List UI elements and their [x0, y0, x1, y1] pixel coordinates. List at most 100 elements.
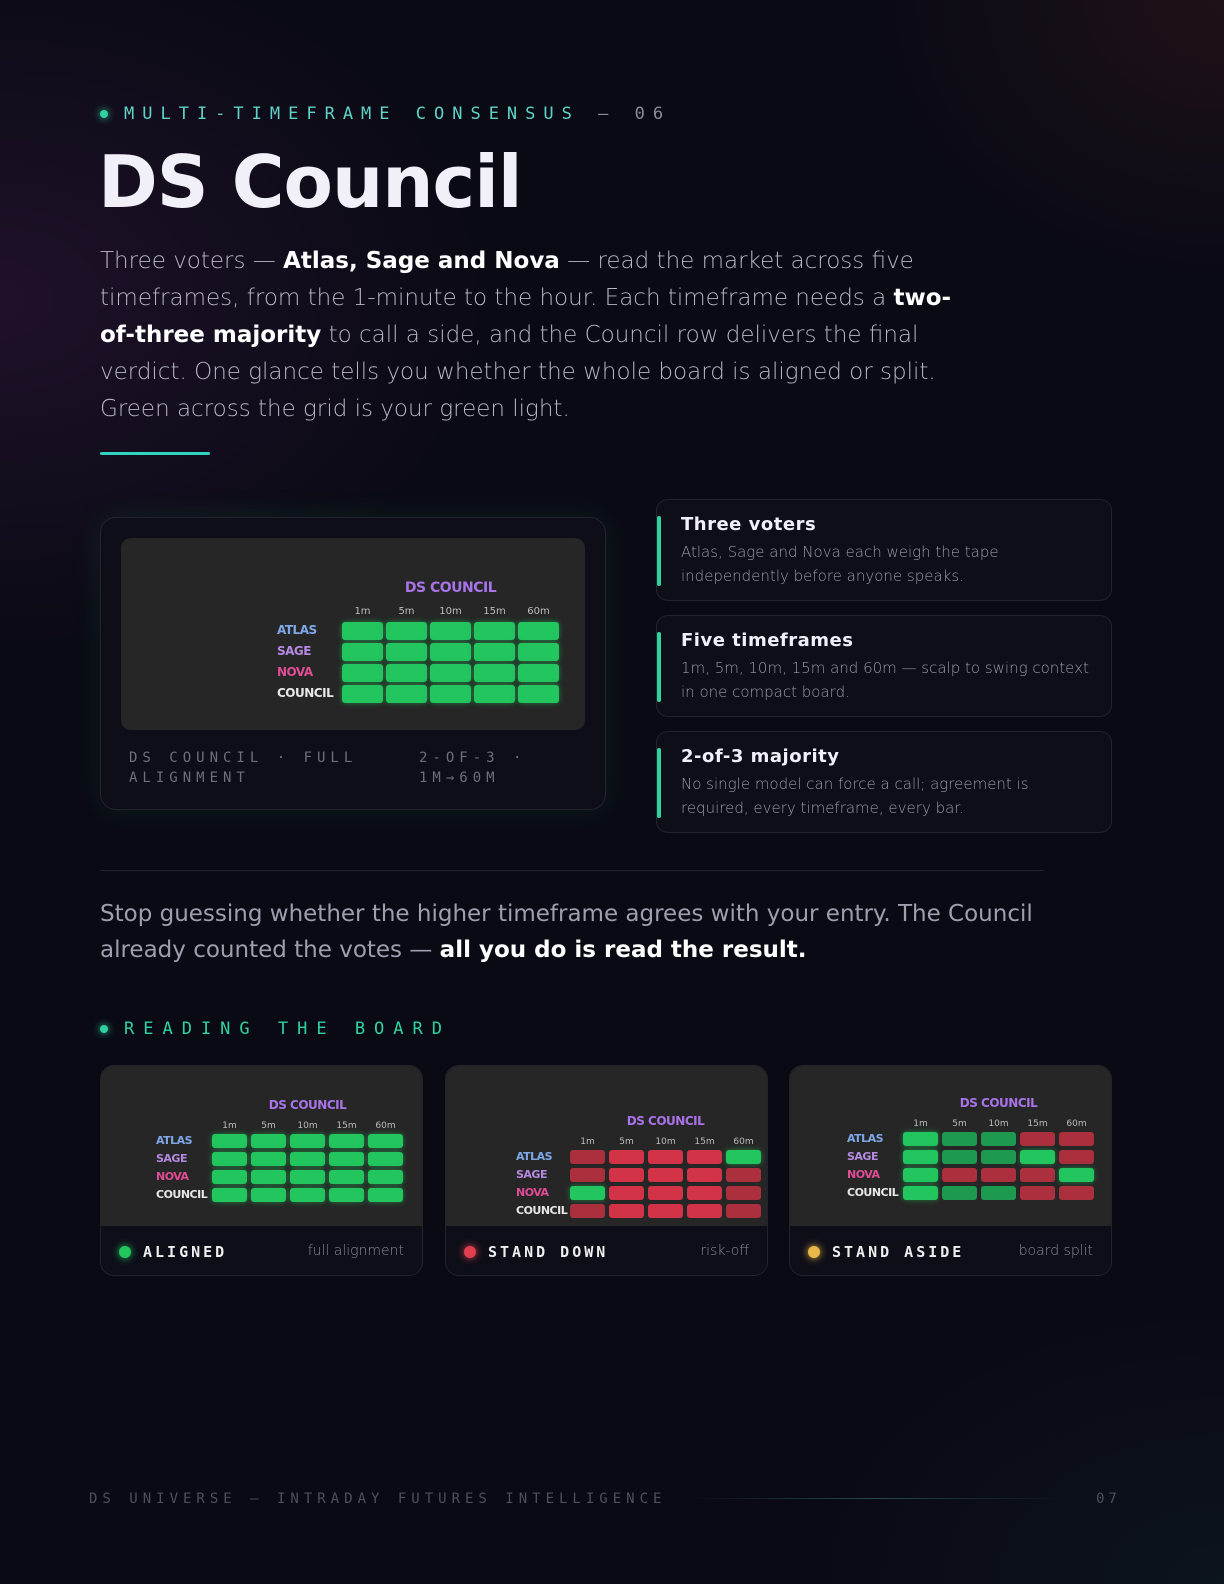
vote-cell: [290, 1188, 325, 1202]
section-dot-icon: [100, 1025, 108, 1033]
state-footer: STAND ASIDE board split: [790, 1226, 1111, 1275]
timeframe-label: 10m: [988, 1119, 1009, 1129]
vote-cell: [329, 1152, 364, 1166]
hero-board-card: DS COUNCIL 1m 5m 10m 15m 60m ATLAS SAGE NOVA COUN…: [100, 517, 606, 810]
timeframe-label: 10m: [297, 1121, 318, 1131]
vote-cell: [648, 1186, 683, 1200]
vote-cell: [903, 1168, 938, 1182]
vote-cell: [386, 622, 427, 640]
vote-cell: [329, 1188, 364, 1202]
vote-cell: [609, 1168, 644, 1182]
vote-cell: [687, 1150, 722, 1164]
board-title: DS COUNCIL: [404, 580, 497, 596]
board-title: DS COUNCIL: [959, 1096, 1038, 1110]
timeframe-label: 1m: [354, 606, 371, 617]
state-card-aligned: DS COUNCIL 1m 5m 10m 15m 60m ATLAS SAGE NOVA COUN…: [100, 1065, 423, 1276]
timeframe-label: 5m: [619, 1137, 634, 1147]
state-label: STAND DOWN: [488, 1243, 609, 1261]
state-card-stand-down: DS COUNCIL 1m 5m 10m 15m 60m ATLAS SAGE NOVA COUN…: [445, 1065, 768, 1276]
timeframe-label: 60m: [375, 1121, 396, 1131]
timeframe-label: 15m: [336, 1121, 357, 1131]
vote-cell: [687, 1204, 722, 1218]
feature-description: Atlas, Sage and Nova each weigh the tape…: [681, 543, 999, 585]
vote-cell: [518, 622, 559, 640]
section-heading: READING THE BOARD: [100, 1019, 451, 1039]
vote-cell: [570, 1168, 605, 1182]
council-board: DS COUNCIL 1m 5m 10m 15m 60m ATLAS SAGE NOVA COUN…: [101, 1066, 422, 1226]
vote-cell: [290, 1152, 325, 1166]
state-subtitle: risk-off: [700, 1243, 749, 1259]
vote-cell: [329, 1134, 364, 1148]
vote-cell: [212, 1170, 247, 1184]
vote-cell: [570, 1150, 605, 1164]
state-label: ALIGNED: [143, 1243, 228, 1261]
timeframe-label: 60m: [1066, 1119, 1087, 1129]
row-label-sage: SAGE: [156, 1151, 187, 1165]
timeframe-label: 15m: [1027, 1119, 1048, 1129]
hero-caption-right: 2-OF-3 · 1M→60M: [419, 750, 527, 786]
timeframe-label: 1m: [222, 1121, 237, 1131]
vote-cell: [518, 664, 559, 682]
vote-cell: [687, 1186, 722, 1200]
timeframe-label: 5m: [398, 606, 415, 617]
vote-cell: [648, 1150, 683, 1164]
feature-description: No single model can force a call; agreem…: [681, 775, 1029, 817]
vote-cell: [251, 1188, 286, 1202]
vote-cell: [981, 1150, 1016, 1164]
vote-cell: [726, 1204, 761, 1218]
vote-cell: [212, 1134, 247, 1148]
vote-cell: [1020, 1186, 1055, 1200]
eyebrow-label: MULTI-TIMEFRAME CONSENSUS — 06: [124, 104, 672, 124]
vote-cell: [648, 1204, 683, 1218]
vote-cell: [368, 1170, 403, 1184]
feature-title: 2-of-3 majority: [681, 746, 840, 767]
vote-cell: [386, 664, 427, 682]
feature-card-majority: 2-of-3 majority No single model can forc…: [656, 731, 1112, 833]
timeframe-label: 5m: [261, 1121, 276, 1131]
row-label-nova: NOVA: [156, 1169, 189, 1183]
vote-cell: [368, 1152, 403, 1166]
vote-cell: [386, 685, 427, 703]
timeframe-label: 60m: [733, 1137, 754, 1147]
vote-cell: [570, 1186, 605, 1200]
vote-cell: [251, 1134, 286, 1148]
status-dot-icon: [808, 1246, 820, 1258]
row-label-nova: NOVA: [847, 1167, 880, 1181]
timeframe-label: 10m: [439, 606, 462, 617]
vote-cell: [981, 1132, 1016, 1146]
vote-cell: [903, 1132, 938, 1146]
vote-cell: [430, 643, 471, 661]
state-subtitle: board split: [1018, 1243, 1093, 1259]
council-board: DS COUNCIL 1m 5m 10m 15m 60m ATLAS SAGE NOVA COUN…: [790, 1066, 1111, 1226]
feature-accent-bar: [657, 748, 661, 818]
vote-cell: [687, 1168, 722, 1182]
section-label: READING THE BOARD: [124, 1019, 451, 1039]
vote-cell: [903, 1150, 938, 1164]
vote-cell: [368, 1134, 403, 1148]
board-title: DS COUNCIL: [626, 1114, 705, 1128]
vote-cell: [342, 685, 383, 703]
eyebrow-dot-icon: [100, 110, 108, 118]
row-label-atlas: ATLAS: [516, 1149, 553, 1163]
page-title: DS Council: [98, 140, 523, 224]
vote-cell: [726, 1186, 761, 1200]
vote-cell: [430, 622, 471, 640]
eyebrow: MULTI-TIMEFRAME CONSENSUS — 06: [100, 104, 671, 124]
status-dot-icon: [119, 1246, 131, 1258]
vote-cell: [342, 643, 383, 661]
row-label-nova: NOVA: [277, 665, 313, 679]
state-label: STAND ASIDE: [832, 1243, 965, 1261]
feature-card-voters: Three voters Atlas, Sage and Nova each w…: [656, 499, 1112, 601]
vote-cell: [474, 643, 515, 661]
footer-rule: [688, 1498, 1064, 1499]
vote-cell: [903, 1186, 938, 1200]
vote-cell: [942, 1132, 977, 1146]
punchline: Stop guessing whether the higher timefra…: [100, 901, 1033, 963]
vote-cell: [609, 1204, 644, 1218]
vote-cell: [430, 685, 471, 703]
row-label-atlas: ATLAS: [277, 623, 317, 637]
vote-cell: [981, 1186, 1016, 1200]
vote-cell: [430, 664, 471, 682]
footer-brand: DS UNIVERSE — INTRADAY FUTURES INTELLIGE…: [89, 1491, 667, 1507]
timeframe-label: 15m: [483, 606, 506, 617]
